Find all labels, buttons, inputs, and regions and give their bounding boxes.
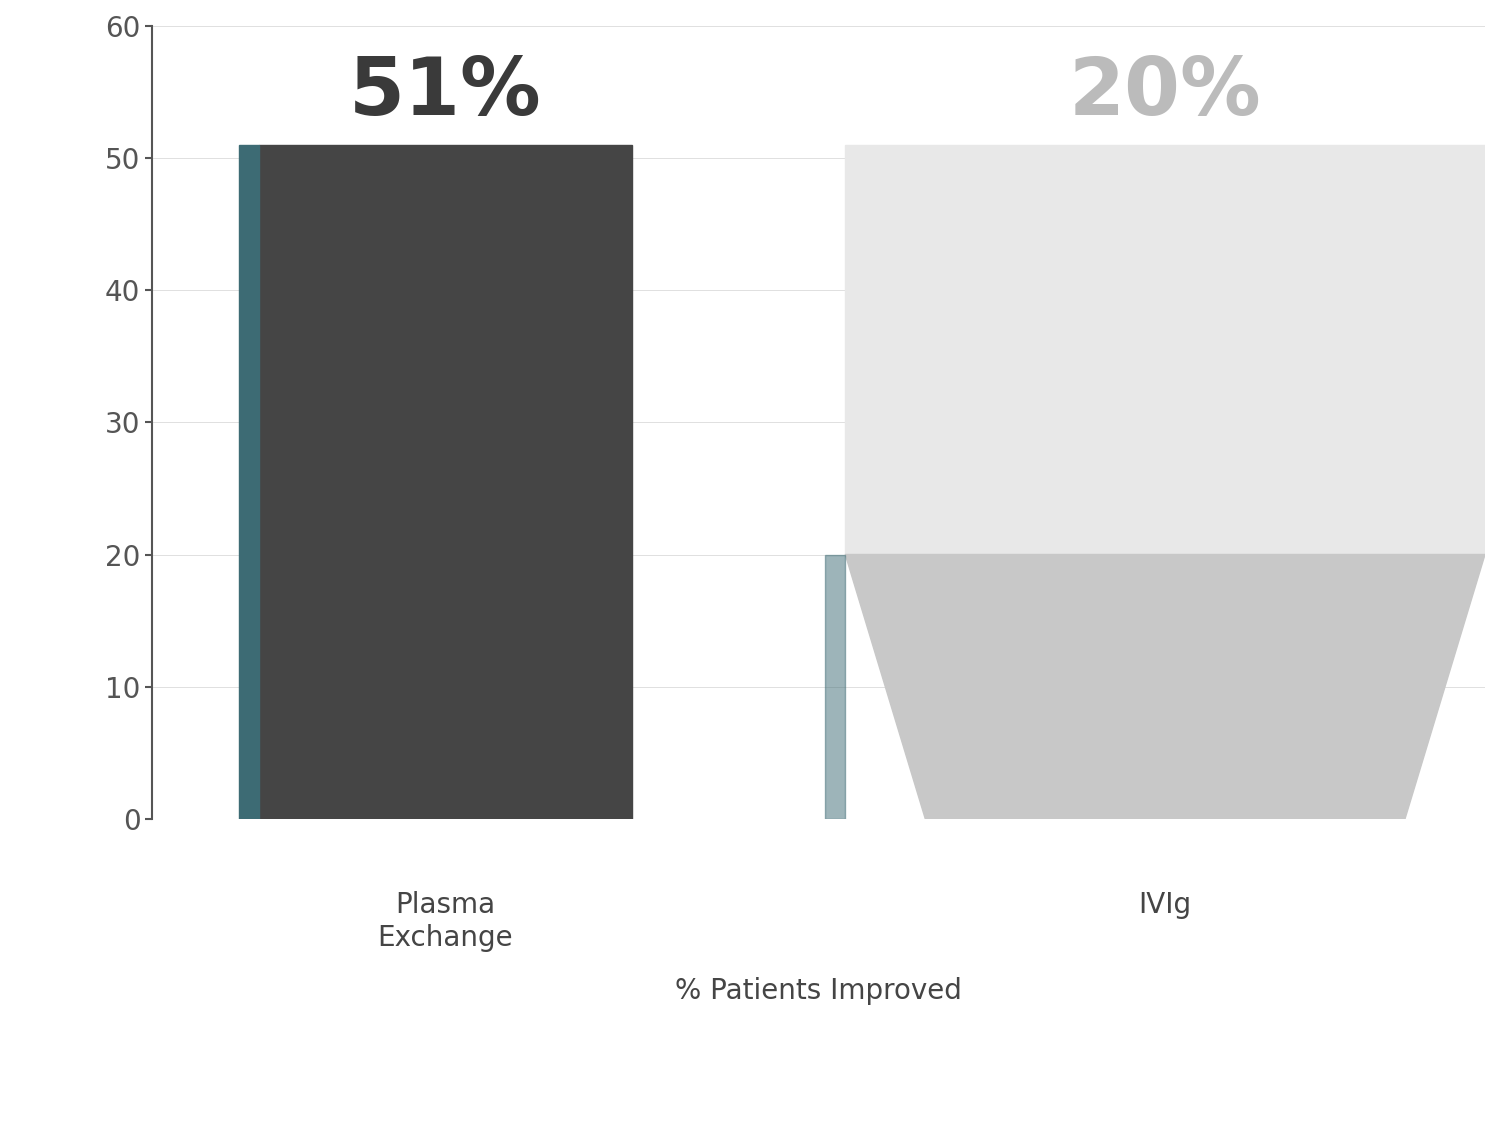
Text: IVIg: IVIg xyxy=(1138,891,1191,919)
Polygon shape xyxy=(260,145,632,819)
Polygon shape xyxy=(846,145,1485,555)
Polygon shape xyxy=(238,145,260,819)
Text: 20%: 20% xyxy=(1070,54,1262,132)
Text: % Patients Improved: % Patients Improved xyxy=(675,978,962,1006)
Polygon shape xyxy=(846,555,1485,819)
Text: Plasma
Exchange: Plasma Exchange xyxy=(378,891,513,952)
Text: 51%: 51% xyxy=(350,54,542,132)
Polygon shape xyxy=(825,555,846,819)
